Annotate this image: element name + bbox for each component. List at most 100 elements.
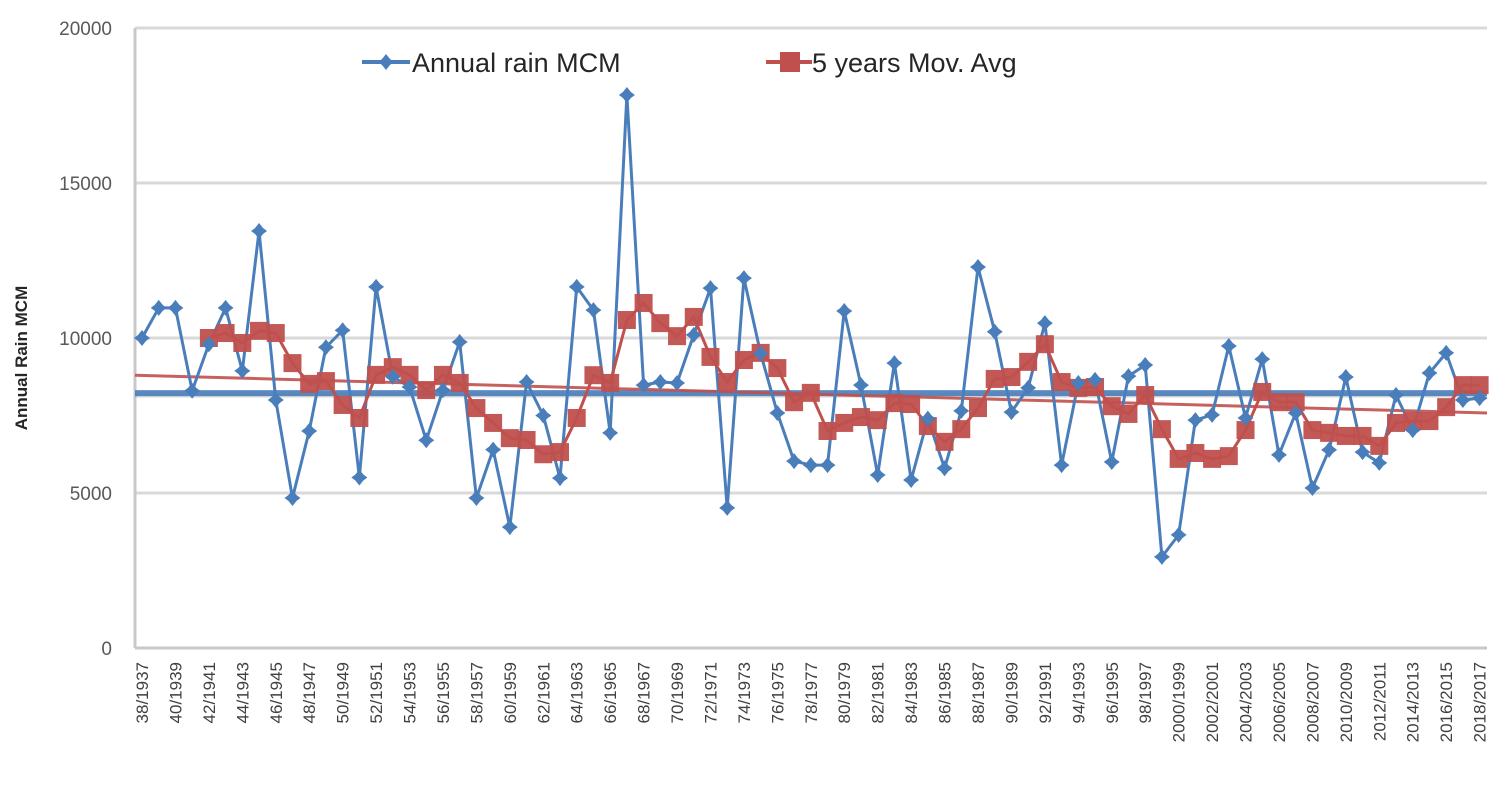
x-tick-label: 96/1995 — [1103, 662, 1122, 723]
moving-average-point — [885, 394, 904, 413]
annual-rain-point — [669, 374, 686, 391]
moving-average-point — [1403, 412, 1422, 431]
moving-average-point — [584, 366, 603, 385]
y-axis-label: Annual Rain MCM — [12, 286, 31, 431]
moving-average-point — [868, 411, 887, 430]
y-tick-label: 5000 — [70, 484, 112, 505]
moving-average-point — [350, 408, 369, 427]
moving-average-point — [935, 432, 954, 451]
moving-average-point — [567, 408, 586, 427]
moving-average-point — [601, 373, 620, 392]
annual-rain-point — [1170, 526, 1187, 543]
moving-average-point — [1353, 426, 1372, 445]
annual-rain-point — [1321, 441, 1338, 458]
x-tick-label: 62/1961 — [534, 662, 553, 723]
x-tick-label: 84/1983 — [902, 662, 921, 723]
annual-rain-point — [150, 299, 167, 316]
annual-rain-point — [919, 410, 936, 427]
x-tick-label: 60/1959 — [501, 662, 520, 723]
x-tick-labels: 38/1937 40/1939 42/1941 44/1943 46/1945 48/19… — [133, 662, 1490, 742]
x-tick-label: 2010/2009 — [1337, 662, 1356, 742]
x-tick-label: 2012/2011 — [1370, 662, 1389, 741]
y-tick-label: 15000 — [59, 174, 112, 195]
annual-rain-point — [1421, 365, 1438, 382]
annual-rain-point — [752, 345, 769, 362]
moving-average-point — [467, 399, 486, 418]
annual-rain-point — [936, 460, 953, 477]
moving-average-point — [718, 373, 737, 392]
moving-average-point — [250, 321, 269, 340]
annual-rain-point — [501, 519, 518, 536]
x-tick-label: 80/1979 — [835, 662, 854, 723]
annual-rain-point — [1237, 409, 1254, 426]
annual-rain-point — [1254, 351, 1271, 368]
legend-annual-rain-label: Annual rain MCM — [412, 48, 621, 78]
x-tick-label: 2000/1999 — [1170, 662, 1189, 742]
x-tick-label: 2018/2017 — [1471, 662, 1490, 742]
moving-average-point — [1102, 397, 1121, 416]
x-tick-label: 2006/2005 — [1270, 662, 1289, 742]
x-tick-label: 90/1989 — [1002, 662, 1021, 723]
moving-average-point — [617, 311, 636, 330]
moving-average-point — [969, 399, 987, 418]
moving-average-point — [684, 307, 703, 326]
moving-average-point — [300, 374, 319, 393]
y-tick-label: 0 — [101, 639, 112, 660]
annual-rain-point — [1036, 315, 1053, 332]
moving-average-point — [701, 347, 720, 366]
annual-rain-point — [1003, 404, 1020, 421]
x-tick-label: 46/1945 — [267, 662, 286, 723]
moving-average-point — [1336, 426, 1355, 445]
moving-average-point — [1370, 436, 1389, 455]
moving-average-point — [517, 430, 536, 449]
annual-rain-point — [685, 326, 702, 343]
annual-rain-point — [167, 299, 184, 316]
x-tick-label: 88/1987 — [969, 662, 988, 723]
moving-average-point — [417, 381, 436, 400]
moving-average-point — [1019, 352, 1038, 371]
annual-rain-point — [1270, 446, 1287, 463]
annual-rain-point — [518, 374, 535, 391]
annual-rain-point — [886, 355, 903, 372]
annual-rain-point — [585, 302, 602, 319]
x-tick-label: 70/1969 — [668, 662, 687, 723]
moving-average-point — [1387, 413, 1405, 432]
annual-rain-point — [1371, 454, 1388, 471]
moving-average-point — [1052, 373, 1071, 392]
annual-rain-point — [1337, 369, 1354, 386]
annual-rain-point — [1404, 422, 1421, 439]
x-tick-label: 42/1941 — [200, 662, 219, 723]
annual-rain-point — [1070, 374, 1087, 391]
annual-rain-point — [986, 323, 1003, 340]
moving-average-point — [1236, 421, 1255, 440]
x-tick-label: 78/1977 — [802, 662, 821, 723]
annual-rain-point — [468, 489, 485, 506]
x-tick-label: 72/1971 — [701, 662, 720, 723]
moving-average-point — [316, 372, 335, 391]
annual-rain-point — [401, 378, 418, 395]
moving-average-point — [1119, 404, 1138, 423]
x-tick-label: 54/1953 — [401, 662, 420, 723]
moving-average-point — [902, 395, 921, 414]
moving-average-point — [383, 358, 402, 377]
annual-rain-point — [769, 405, 786, 422]
x-tick-label: 82/1981 — [869, 662, 888, 723]
annual-rain-point — [852, 377, 869, 394]
annual-rain-point — [217, 299, 234, 316]
annual-rain-point — [1120, 368, 1137, 385]
x-tick-label: 44/1943 — [233, 662, 252, 723]
x-tick-label: 74/1973 — [735, 662, 754, 723]
moving-average-point — [216, 324, 235, 343]
moving-average-point — [634, 293, 653, 312]
x-tick-label: 38/1937 — [133, 662, 152, 723]
annual-rain-point — [1187, 412, 1204, 429]
annual-rain-point — [284, 489, 301, 506]
x-tick-label: 50/1949 — [334, 662, 353, 723]
moving-average-point — [768, 359, 787, 378]
annual-rain-point — [635, 377, 652, 394]
annual-rain-point — [953, 402, 970, 419]
annual-rain-point — [368, 278, 385, 295]
moving-average-point — [1002, 368, 1021, 387]
